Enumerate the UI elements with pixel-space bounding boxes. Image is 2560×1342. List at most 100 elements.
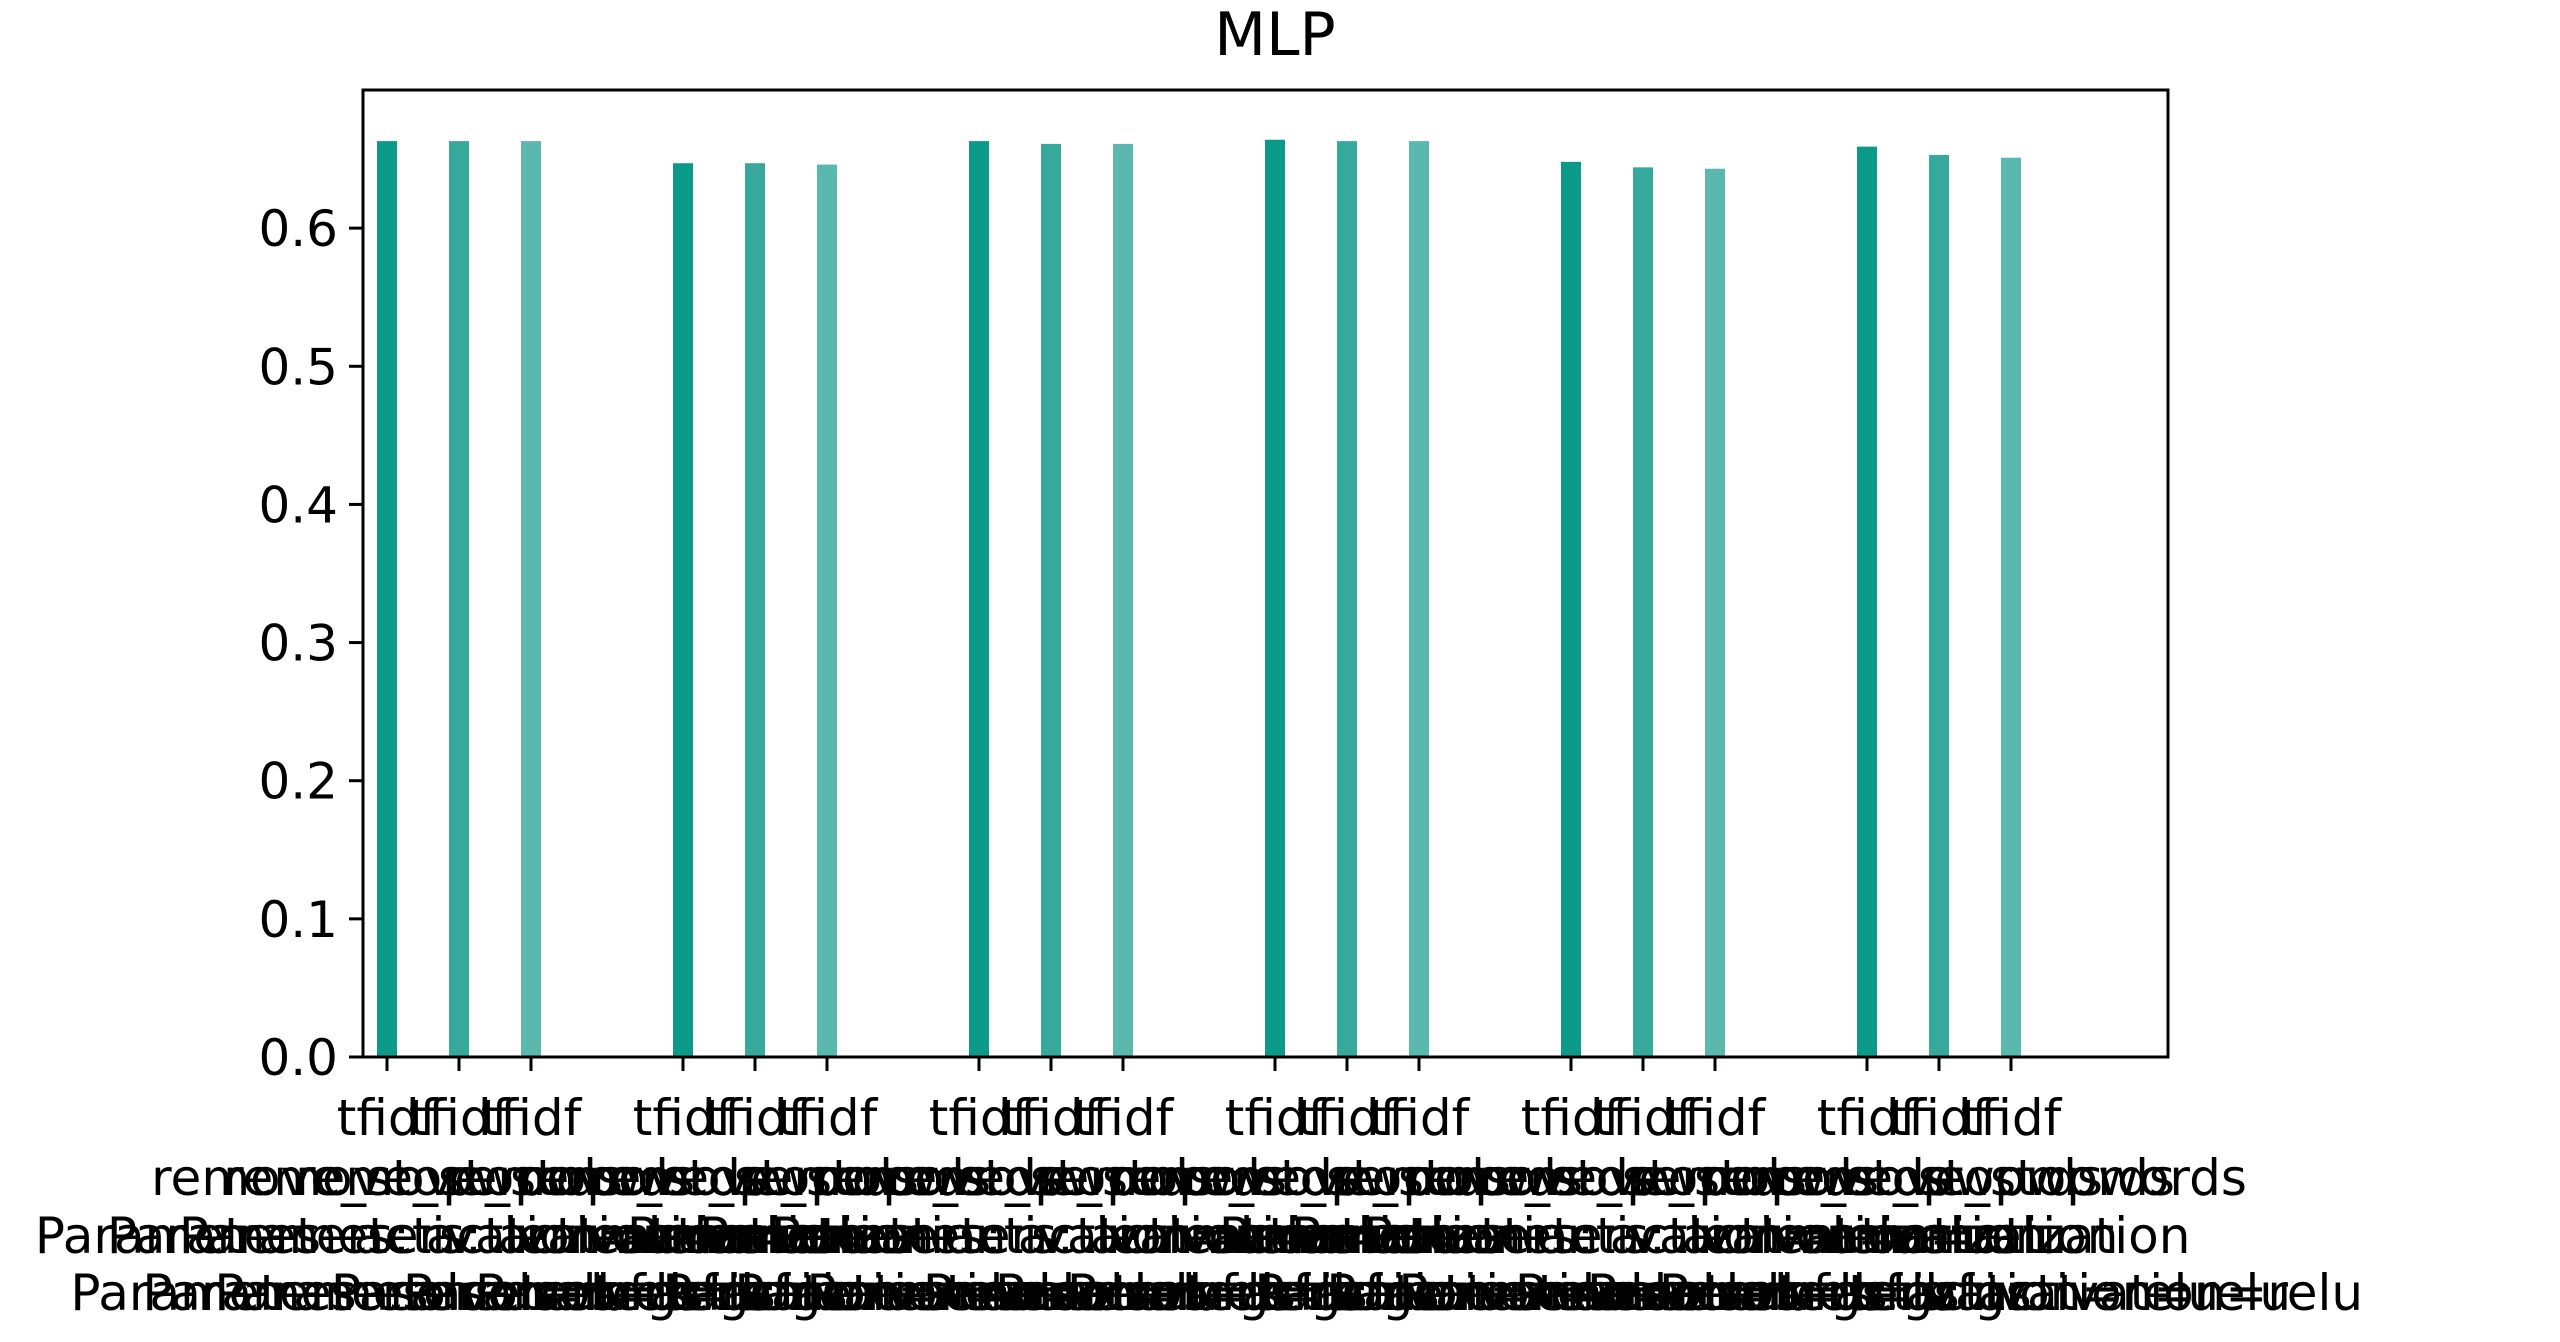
- x-tick-label: tfidf: [1817, 1089, 1919, 1147]
- bar: [1337, 141, 1357, 1057]
- x-tick-label: remove_stopwords: [447, 1149, 919, 1207]
- bar: [1929, 154, 1949, 1058]
- x-tick-label: Parameters: solver=lbfgs: [806, 1264, 1439, 1322]
- x-tick-label: lemmatization: [1096, 1207, 1455, 1265]
- x-tick-label: Parameters: activation=relu: [627, 1207, 1331, 1265]
- x-tick-label: remove_stopwords: [519, 1149, 991, 1207]
- x-tick-label: remove_stopwords: [1407, 1149, 1879, 1207]
- x-tick-label: remove_stopwords: [1703, 1149, 2175, 1207]
- x-tick-label: Parameters: activation=relu: [995, 1264, 1699, 1322]
- x-tick-label: Parameters: activation=relu: [1363, 1207, 2067, 1265]
- x-tick-label: Parameters: solver=lbfgs: [70, 1264, 703, 1322]
- x-tick-label: Parameters: solver=lbfgs: [214, 1264, 847, 1322]
- x-tick-label: lemmatization: [1760, 1207, 2119, 1265]
- bar: [1265, 139, 1285, 1057]
- x-tick-label: tfidf: [1889, 1089, 1991, 1147]
- x-tick-label: Parameters: solver=lbfgs: [1326, 1264, 1959, 1322]
- x-tick-label: Parameters: activation=relu: [403, 1264, 1107, 1322]
- x-tick-label: remove_stopwords: [1335, 1149, 1807, 1207]
- y-tick-label: 0.0: [258, 1029, 338, 1087]
- y-tick-label: 0.5: [258, 338, 338, 396]
- plot-frame: [361, 88, 2170, 1059]
- y-tick-label: 0.4: [258, 476, 338, 534]
- bar: [1113, 143, 1133, 1057]
- x-tick-label: tfidf: [1593, 1089, 1695, 1147]
- x-tick-label: tfidf: [1001, 1089, 1103, 1147]
- x-tick-label: lemmatization: [576, 1207, 935, 1265]
- bar: [817, 164, 837, 1057]
- x-tick-label: tfidf: [1225, 1089, 1327, 1147]
- y-tick-label: 0.2: [258, 753, 338, 811]
- bar: [969, 141, 989, 1057]
- bar: [673, 163, 693, 1058]
- x-tick-label: lemmatization: [1168, 1207, 1527, 1265]
- bar: [1705, 168, 1725, 1057]
- x-tick-label: Parameters: solver=lbfgs: [142, 1264, 775, 1322]
- x-tick-label: remove_stopwords: [1039, 1149, 1511, 1207]
- x-tick-label: tfidf: [1369, 1089, 1471, 1147]
- x-tick-label: tfidf: [633, 1089, 735, 1147]
- x-tick-label: Parameters: activation=relu: [331, 1264, 1035, 1322]
- x-tick-label: Parameters: solver=lbfgs: [1398, 1264, 2031, 1322]
- x-tick-label: Parameters: activation=relu: [1291, 1207, 1995, 1265]
- x-tick-label: remove_stopwords: [887, 1149, 1359, 1207]
- bar: [521, 141, 541, 1057]
- x-tick-label: Parameters: activation=relu: [699, 1207, 1403, 1265]
- x-tick-label: tfidf: [1297, 1089, 1399, 1147]
- x-tick-label: Parameters: activation=relu: [1067, 1264, 1771, 1322]
- x-tick-label: Parameters: solver=lbfgs: [662, 1264, 1295, 1322]
- bar: [377, 141, 397, 1057]
- bar: [1561, 161, 1581, 1057]
- x-tick-label: Parameters: activation=relu: [1219, 1207, 1923, 1265]
- bar: [449, 141, 469, 1057]
- bar: [1409, 141, 1429, 1057]
- x-tick-label: remove_stopwords: [1183, 1149, 1655, 1207]
- x-tick-label: tfidf: [481, 1089, 583, 1147]
- chart-title: MLP: [1214, 0, 1335, 70]
- x-tick-label: Parameters: activation=relu: [107, 1207, 811, 1265]
- y-axis: 0.0 0.1 0.2 0.3 0.4 0.5 0.6: [258, 200, 363, 1087]
- x-tick-label: Parameters: solver=lbfgs: [734, 1264, 1367, 1322]
- x-tick-label: remove_stopwords: [223, 1149, 695, 1207]
- x-tick-label: tfidf: [1961, 1089, 2063, 1147]
- x-tick-label: remove_stopwords: [1111, 1149, 1583, 1207]
- x-tick-label: tfidf: [1665, 1089, 1767, 1147]
- y-tick-label: 0.3: [258, 615, 338, 673]
- x-tick-label: Parameters: activation=relu: [179, 1207, 883, 1265]
- x-tick-label: Parameters: activation=relu: [1515, 1264, 2219, 1322]
- x-tick-label: remove_stopwords: [815, 1149, 1287, 1207]
- x-tick-label: tfidf: [1073, 1089, 1175, 1147]
- x-tick-label: remove_stopwords: [591, 1149, 1063, 1207]
- bar: [1633, 167, 1653, 1058]
- x-tick-label: lemmatization: [1240, 1207, 1599, 1265]
- x-tick-label: Parameters: activation=relu: [771, 1207, 1475, 1265]
- x-tick-label: tfidf: [929, 1089, 1031, 1147]
- x-tick-label: lemmatization: [504, 1207, 863, 1265]
- x-tick-label: remove_stopwords: [1479, 1149, 1951, 1207]
- bar: [745, 163, 765, 1058]
- x-tick-label: remove_stopwords: [743, 1149, 1215, 1207]
- x-tick-label: Parameters: activation=relu: [475, 1264, 1179, 1322]
- x-tick-label: Parameters: activation=relu: [923, 1264, 1627, 1322]
- x-tick-label: tfidf: [705, 1089, 807, 1147]
- x-tick-label: Parameters: solver=lbfgs: [1254, 1264, 1887, 1322]
- x-tick-label: Parameters: activation=relu: [1659, 1264, 2363, 1322]
- bar: [1041, 143, 1061, 1057]
- x-tick-label: lemmatization: [1688, 1207, 2047, 1265]
- y-tick-label: 0.6: [258, 200, 338, 258]
- x-tick-label: Parameters: activation=relu: [35, 1207, 739, 1265]
- bars-layer: [377, 139, 2021, 1058]
- x-tick-label: lemmatization: [648, 1207, 1007, 1265]
- x-tick-label: tfidf: [777, 1089, 879, 1147]
- bar: [2001, 157, 2021, 1057]
- x-tick-label: tfidf: [409, 1089, 511, 1147]
- x-tick-label: tfidf: [1521, 1089, 1623, 1147]
- bar: [1857, 146, 1877, 1058]
- x-tick-label: lemmatization: [1832, 1207, 2191, 1265]
- x-tick-label: remove_stopwords: [151, 1149, 623, 1207]
- x-tick-label: remove_stopwords: [295, 1149, 767, 1207]
- y-tick-label: 0.1: [258, 891, 338, 949]
- x-tick-label: tfidf: [337, 1089, 439, 1147]
